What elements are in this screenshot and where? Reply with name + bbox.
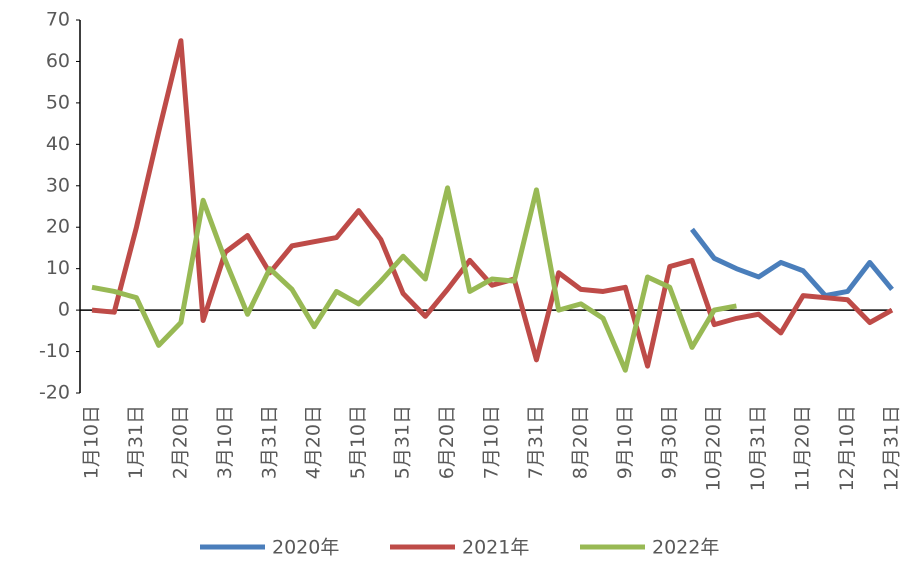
x-tick-label: 6月20日: [436, 405, 458, 479]
y-tick-label: 0: [58, 299, 70, 321]
y-tick-label: -10: [39, 340, 70, 362]
series-line: [91, 185, 737, 373]
legend-label: 2022年: [652, 537, 719, 559]
x-tick: 9月30日: [658, 405, 680, 479]
x-tick-label: 7月31日: [525, 405, 547, 479]
y-tick-label: 20: [46, 216, 70, 238]
y-tick-label: 70: [46, 9, 70, 31]
x-tick: 5月10日: [347, 405, 369, 479]
y-tick-label: 60: [46, 50, 70, 72]
x-tick-label: 7月10日: [481, 405, 503, 479]
y-tick-label: 40: [46, 133, 70, 155]
x-tick-label: 1月31日: [125, 405, 147, 479]
series-line: [91, 38, 894, 369]
x-tick: 11月20日: [792, 405, 814, 491]
x-tick: 6月20日: [436, 405, 458, 479]
y-tick-label: 30: [46, 174, 70, 196]
x-tick-label: 12月31日: [881, 405, 903, 491]
x-tick-label: 3月10日: [214, 405, 236, 479]
x-tick-label: 2月20日: [169, 405, 191, 479]
x-tick: 10月20日: [703, 405, 725, 491]
x-tick: 12月31日: [881, 405, 903, 491]
x-tick: 9月10日: [614, 405, 636, 479]
x-tick-label: 11月20日: [792, 405, 814, 491]
legend-label: 2020年: [272, 537, 339, 559]
x-tick-label: 9月10日: [614, 405, 636, 479]
x-tick-label: 1月10日: [81, 405, 103, 479]
x-tick: 2月20日: [169, 405, 191, 479]
x-tick-label: 12月10日: [836, 405, 858, 491]
x-tick-label: 10月20日: [703, 405, 725, 491]
x-tick-label: 9月30日: [658, 405, 680, 479]
y-tick-label: -20: [39, 382, 70, 404]
x-tick: 10月31日: [747, 405, 769, 491]
x-tick: 8月20日: [569, 405, 591, 479]
x-tick-label: 4月20日: [303, 405, 325, 479]
series-line: [690, 227, 894, 299]
x-tick: 3月10日: [214, 405, 236, 479]
x-tick-label: 3月31日: [258, 405, 280, 479]
x-tick: 12月10日: [836, 405, 858, 491]
x-tick: 7月31日: [525, 405, 547, 479]
x-tick: 5月31日: [392, 405, 414, 479]
x-tick-label: 5月10日: [347, 405, 369, 479]
legend-label: 2021年: [462, 537, 529, 559]
x-tick: 3月31日: [258, 405, 280, 479]
y-tick-label: 10: [46, 257, 70, 279]
x-tick-label: 10月31日: [747, 405, 769, 491]
y-tick-label: 50: [46, 91, 70, 113]
x-tick-label: 5月31日: [392, 405, 414, 479]
x-tick: 1月10日: [81, 405, 103, 479]
x-tick: 4月20日: [303, 405, 325, 479]
x-tick: 1月31日: [125, 405, 147, 479]
x-tick-label: 8月20日: [569, 405, 591, 479]
x-tick: 7月10日: [481, 405, 503, 479]
